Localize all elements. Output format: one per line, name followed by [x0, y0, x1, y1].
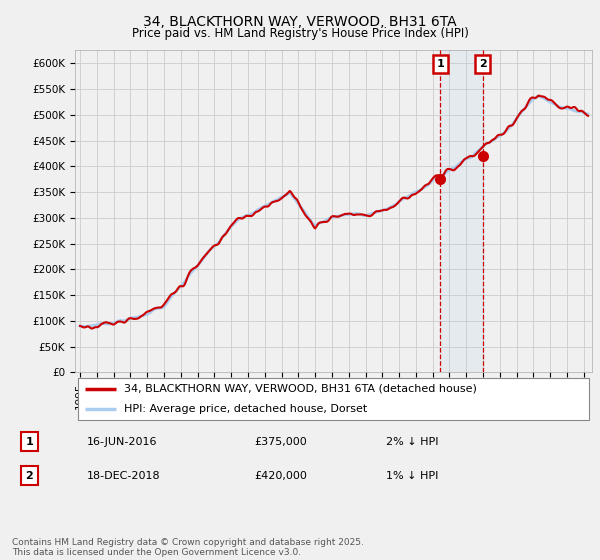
Text: HPI: Average price, detached house, Dorset: HPI: Average price, detached house, Dors…: [124, 404, 367, 414]
Text: 2: 2: [25, 471, 33, 481]
Text: £420,000: £420,000: [254, 471, 307, 481]
Text: 34, BLACKTHORN WAY, VERWOOD, BH31 6TA: 34, BLACKTHORN WAY, VERWOOD, BH31 6TA: [143, 15, 457, 29]
Text: 1% ↓ HPI: 1% ↓ HPI: [386, 471, 439, 481]
Text: 2% ↓ HPI: 2% ↓ HPI: [386, 437, 439, 447]
Text: Price paid vs. HM Land Registry's House Price Index (HPI): Price paid vs. HM Land Registry's House …: [131, 27, 469, 40]
Text: Contains HM Land Registry data © Crown copyright and database right 2025.
This d: Contains HM Land Registry data © Crown c…: [12, 538, 364, 557]
Text: 34, BLACKTHORN WAY, VERWOOD, BH31 6TA (detached house): 34, BLACKTHORN WAY, VERWOOD, BH31 6TA (d…: [124, 384, 477, 394]
Text: 18-DEC-2018: 18-DEC-2018: [87, 471, 161, 481]
Text: 1: 1: [25, 437, 33, 447]
Text: 2: 2: [479, 59, 487, 69]
Bar: [440, 50, 482, 372]
Text: 16-JUN-2016: 16-JUN-2016: [87, 437, 157, 447]
Text: £375,000: £375,000: [254, 437, 307, 447]
Text: 1: 1: [437, 59, 444, 69]
FancyBboxPatch shape: [77, 377, 589, 420]
